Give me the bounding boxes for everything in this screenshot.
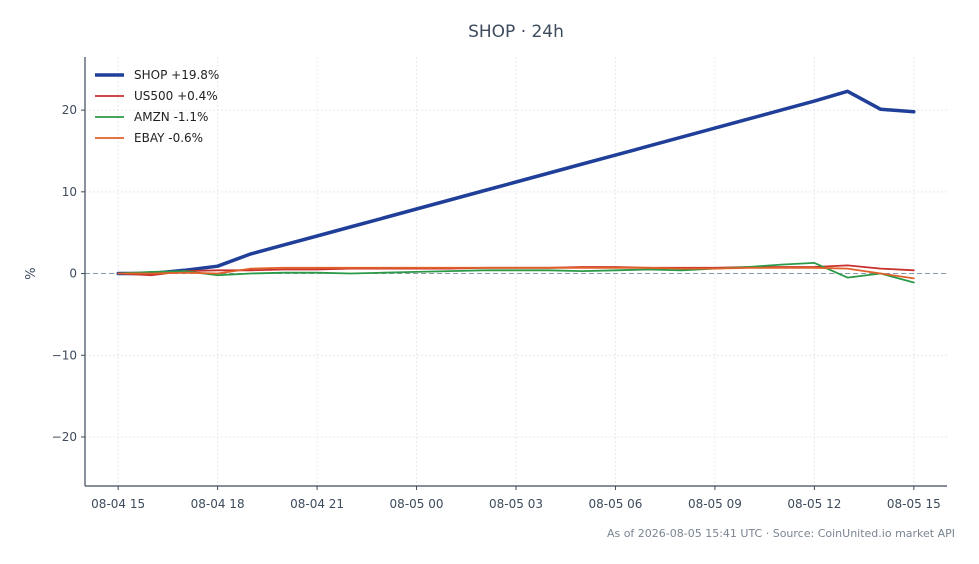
x-tick-label: 08-04 15 [91,497,145,511]
y-axis-label: % [24,267,39,279]
x-tick-label: 08-05 15 [887,497,941,511]
chart-title: SHOP · 24h [468,22,564,42]
y-tick-label: 0 [69,267,77,281]
x-tick-label: 08-04 21 [290,497,344,511]
x-tick-label: 08-04 18 [191,497,245,511]
y-axis-ticks: −20 −10 0 10 20 [52,103,85,444]
legend-label-1: US500 +0.4% [134,89,218,103]
y-tick-label: 10 [62,185,77,199]
x-axis-ticks: 08-04 15 08-04 18 08-04 21 08-05 00 08-05 03… [91,486,941,511]
series-line-2 [117,261,915,284]
y-tick-label: −20 [52,430,77,444]
legend-label-3: EBAY -0.6% [134,131,203,145]
series-line-3 [117,266,915,280]
y-tick-label: 20 [62,103,77,117]
series-line-0 [116,89,916,276]
legend: SHOP +19.8% US500 +0.4% AMZN -1.1% EBAY -0.… [95,68,219,145]
y-tick-label: −10 [52,348,77,362]
grid [85,57,947,486]
x-tick-label: 08-05 06 [588,497,642,511]
series-lines [116,89,916,284]
x-tick-label: 08-05 09 [688,497,742,511]
source-footer: As of 2026-08-05 15:41 UTC · Source: Coi… [607,527,955,540]
x-tick-label: 08-05 03 [489,497,543,511]
x-tick-label: 08-05 12 [787,497,841,511]
x-tick-label: 08-05 00 [390,497,444,511]
legend-label-0: SHOP +19.8% [134,68,219,82]
legend-label-2: AMZN -1.1% [134,110,208,124]
